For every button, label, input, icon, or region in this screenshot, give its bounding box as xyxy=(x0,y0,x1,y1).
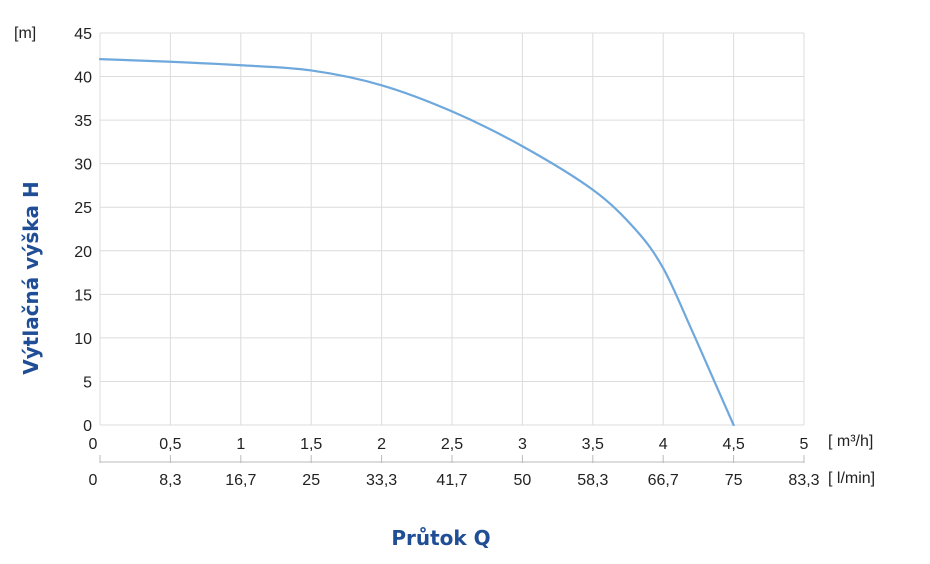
x-tick-label-m3h: 4 xyxy=(659,436,668,453)
x-tick-label-m3h: 1,5 xyxy=(300,436,322,453)
x-axis-title: Průtok Q xyxy=(391,526,490,550)
y-tick-label: 15 xyxy=(74,287,92,304)
grid-lines xyxy=(99,32,805,426)
x-tick-label-m3h: 3,5 xyxy=(582,436,604,453)
x-tick-label-m3h: 2,5 xyxy=(441,436,463,453)
x-tick-label-m3h: 4,5 xyxy=(722,436,744,453)
x-tick-label-m3h: 1 xyxy=(236,436,245,453)
x-tick-label-lmin: 83,3 xyxy=(788,472,819,489)
y-tick-label: 45 xyxy=(74,26,92,43)
x-unit-m3h-label: [ m³/h] xyxy=(828,433,873,450)
x-tick-label-m3h: 2 xyxy=(377,436,386,453)
x-tick-label-lmin: 0 xyxy=(89,472,98,489)
x-tick-label-lmin: 41,7 xyxy=(436,472,467,489)
y-unit-label: [m] xyxy=(14,25,36,42)
y-tick-label: 0 xyxy=(83,418,92,435)
x-unit-lmin-label: [ l/min] xyxy=(828,470,875,487)
x-tick-label-lmin: 75 xyxy=(725,472,743,489)
x-tick-label-lmin: 50 xyxy=(514,472,532,489)
x-tick-label-m3h: 5 xyxy=(800,436,809,453)
pump-curve-line xyxy=(98,58,735,427)
x-tick-label-lmin: 25 xyxy=(302,472,320,489)
x-tick-label-m3h: 0,5 xyxy=(159,436,181,453)
x-tick-labels-m3h: 0 0,5 1 1,5 2 2,5 3 3,5 4 4,5 5 xyxy=(89,436,809,453)
y-tick-label: 20 xyxy=(74,244,92,261)
x-tick-label-lmin: 66,7 xyxy=(648,472,679,489)
y-tick-label: 25 xyxy=(74,200,92,217)
x-tick-labels-lmin: 0 8,3 16,7 25 33,3 41,7 50 58,3 66,7 75 83,3 xyxy=(89,472,820,489)
y-tick-label: 5 xyxy=(83,374,92,391)
x-tick-label-m3h: 0 xyxy=(89,436,98,453)
x-tick-label-lmin: 16,7 xyxy=(225,472,256,489)
series xyxy=(98,58,735,427)
x-tick-label-lmin: 33,3 xyxy=(366,472,397,489)
y-axis-title: Výtlačná výška H xyxy=(19,181,43,374)
axes xyxy=(99,455,805,463)
y-tick-label: 10 xyxy=(74,331,92,348)
y-tick-label: 35 xyxy=(74,113,92,130)
y-tick-labels: 0 5 10 15 20 25 30 35 40 45 xyxy=(74,26,92,435)
y-tick-label: 30 xyxy=(74,157,92,174)
y-tick-label: 40 xyxy=(74,70,92,87)
x-tick-label-m3h: 3 xyxy=(518,436,527,453)
x-tick-label-lmin: 58,3 xyxy=(577,472,608,489)
x-tick-label-lmin: 8,3 xyxy=(159,472,181,489)
